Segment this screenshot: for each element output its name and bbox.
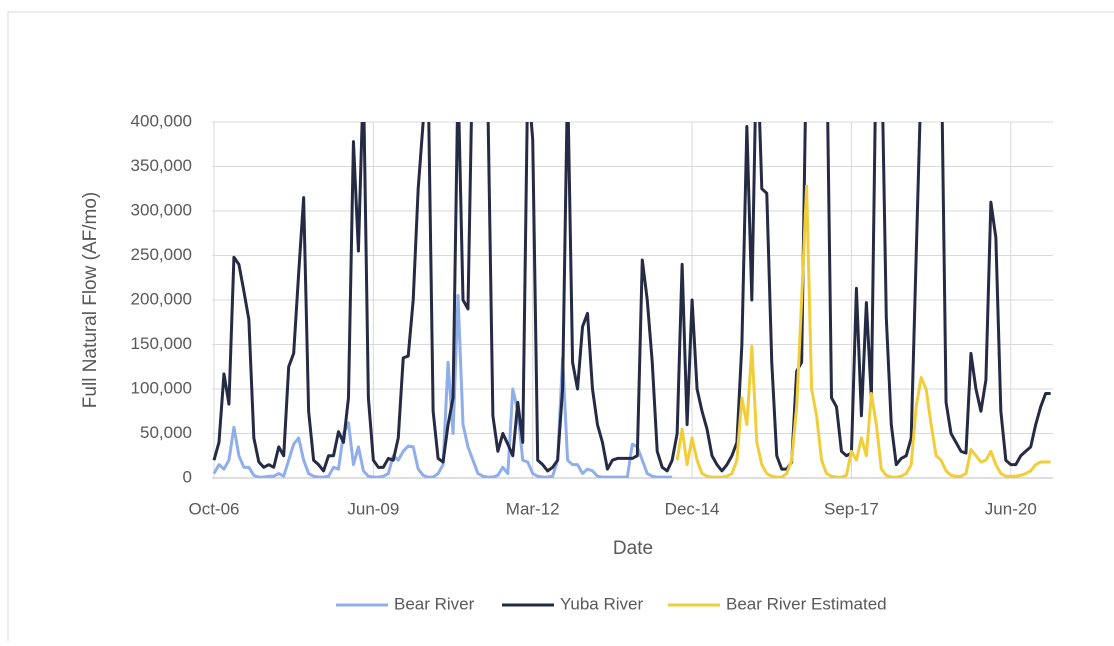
series-line bbox=[212, 122, 1051, 473]
y-axis-title: Full Natural Flow (AF/mo) bbox=[80, 192, 101, 408]
y-tick-label: 250,000 bbox=[131, 245, 192, 264]
x-tick-label: Sep-17 bbox=[824, 499, 879, 518]
x-tick-label: Jun-09 bbox=[347, 499, 399, 518]
x-tick-label: Dec-14 bbox=[665, 499, 720, 518]
y-tick-label: 350,000 bbox=[131, 156, 192, 175]
legend-label: Bear River bbox=[394, 594, 475, 613]
series-line bbox=[212, 294, 673, 478]
y-tick-label: 200,000 bbox=[131, 289, 192, 308]
x-tick-label: Jun-20 bbox=[985, 499, 1037, 518]
x-tick-label: Mar-12 bbox=[506, 499, 560, 518]
y-tick-label: 50,000 bbox=[140, 423, 192, 442]
y-tick-label: 150,000 bbox=[131, 334, 192, 353]
legend-label: Bear River Estimated bbox=[726, 594, 887, 613]
legend-label: Yuba River bbox=[560, 594, 643, 613]
x-axis-title: Date bbox=[613, 538, 653, 559]
plot-lines bbox=[212, 122, 1051, 478]
y-tick-label: 0 bbox=[183, 467, 192, 486]
y-tick-label: 300,000 bbox=[131, 200, 192, 219]
y-tick-label: 400,000 bbox=[131, 111, 192, 130]
chart-frame bbox=[7, 11, 1114, 646]
x-tick-label: Oct-06 bbox=[188, 499, 239, 518]
y-tick-label: 100,000 bbox=[131, 378, 192, 397]
series-line bbox=[675, 184, 1051, 478]
